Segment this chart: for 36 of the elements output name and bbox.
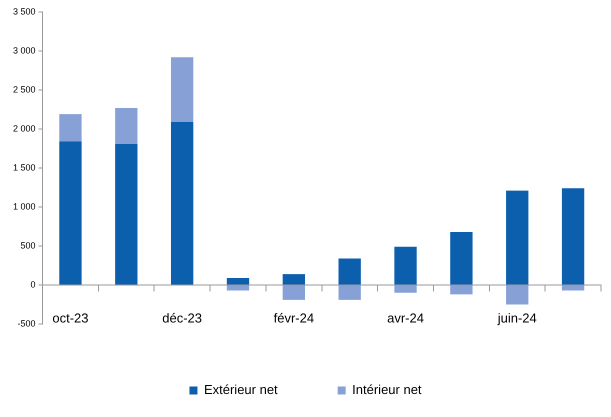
bar <box>170 122 194 284</box>
bar <box>562 286 584 290</box>
y-tick-label: 500 <box>20 240 36 250</box>
legend-label: Extérieur net <box>204 382 278 398</box>
y-tick-label: -500 <box>18 318 36 328</box>
x-tick-label: févr-24 <box>274 310 314 326</box>
y-tick-label: 1 000 <box>12 201 36 212</box>
bar <box>394 246 417 284</box>
legend-label: Intérieur net <box>352 382 422 398</box>
bar <box>226 286 250 290</box>
bar <box>450 286 473 294</box>
bar <box>226 278 250 284</box>
bar <box>115 108 138 144</box>
bar <box>115 144 138 284</box>
x-tick-label: avr-24 <box>387 310 424 326</box>
bar <box>562 188 584 284</box>
bar <box>59 141 82 284</box>
bar <box>338 286 361 300</box>
x-tick-label: juin-24 <box>496 310 537 326</box>
bar <box>450 232 473 284</box>
x-tick-label: oct-23 <box>52 310 89 326</box>
bar <box>394 286 417 293</box>
y-tick-label: 2 000 <box>12 123 36 134</box>
y-tick-label: 3 000 <box>12 45 36 56</box>
y-tick-label: 3 500 <box>12 6 36 16</box>
y-tick-label: 1 500 <box>12 162 36 172</box>
y-tick-label: 2 500 <box>12 84 36 94</box>
bar <box>506 190 528 284</box>
bar <box>282 274 306 284</box>
y-tick-label: 0 <box>30 279 36 290</box>
bar <box>338 258 361 284</box>
bar <box>170 57 194 122</box>
bar <box>282 286 306 300</box>
x-tick-label: déc-23 <box>162 310 202 326</box>
bar <box>59 114 82 142</box>
bar <box>506 286 528 304</box>
